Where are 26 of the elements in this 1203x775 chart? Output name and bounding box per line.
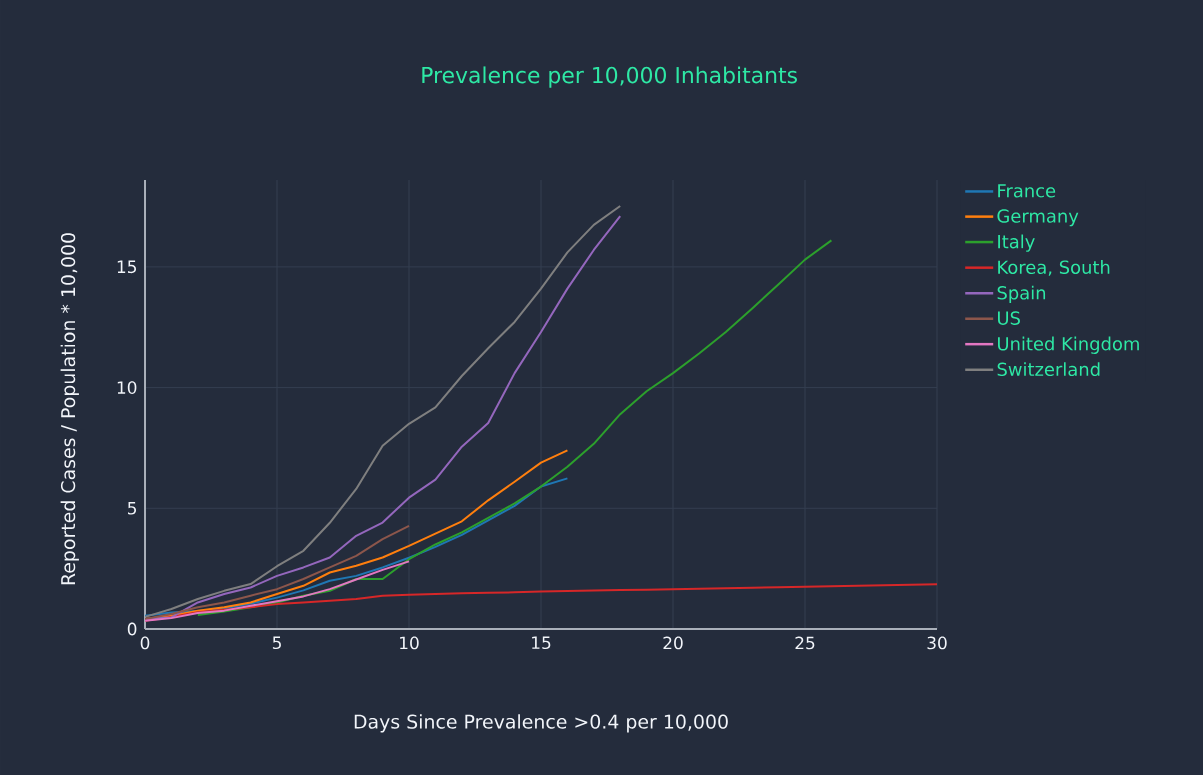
legend-label: US bbox=[998, 311, 1020, 325]
legend-label: Spain bbox=[997, 285, 1046, 304]
line-series bbox=[145, 560, 411, 622]
x-tick-label: 25 bbox=[795, 636, 815, 650]
x-tick-label: 30 bbox=[927, 636, 947, 650]
x-tick-label: 0 bbox=[140, 636, 150, 650]
line-series bbox=[196, 239, 833, 616]
x-tick-label: 5 bbox=[272, 636, 281, 650]
x-tick-label: 15 bbox=[532, 636, 551, 650]
chart-title: Prevalence per 10,000 Inhabitants bbox=[422, 66, 797, 88]
legend-label: Switzerland bbox=[997, 362, 1100, 377]
y-axis-title: Reported Cases / Population * 10,000 bbox=[60, 233, 79, 585]
x-tick-label: 20 bbox=[663, 636, 683, 650]
legend-label: Italy bbox=[998, 234, 1035, 252]
legend-label: Korea, South bbox=[998, 260, 1110, 276]
legend-label: France bbox=[998, 184, 1056, 198]
legend-label: United Kingdom bbox=[998, 336, 1139, 354]
y-tick-label: 0 bbox=[127, 622, 137, 636]
line-series bbox=[145, 524, 411, 621]
y-tick-label: 10 bbox=[117, 381, 137, 394]
x-tick-label: 10 bbox=[400, 636, 419, 650]
legend-label: Germany bbox=[997, 209, 1079, 227]
line-series bbox=[145, 477, 569, 617]
x-axis-title: Days Since Prevalence >0.4 per 10,000 bbox=[354, 714, 728, 733]
y-tick-label: 15 bbox=[117, 260, 137, 274]
y-tick-label: 5 bbox=[128, 502, 137, 515]
